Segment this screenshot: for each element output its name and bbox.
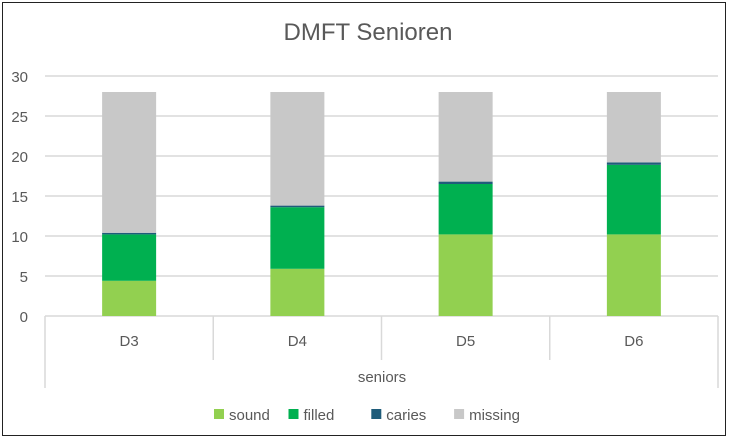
y-tick-label: 15 [11,189,28,206]
y-tick-label: 10 [11,229,28,246]
x-tick-label: D3 [120,333,139,350]
y-tick-label: 30 [11,69,28,86]
legend-label-filled: filled [304,407,335,424]
bar-caries-D5 [438,181,493,184]
legend-label-missing: missing [469,407,520,424]
bar-sound-D3 [102,280,157,316]
y-tick-label: 25 [11,109,28,126]
bar-filled-D4 [270,207,325,269]
y-tick-label: 20 [11,149,28,166]
bar-caries-D4 [270,205,325,208]
bar-caries-D3 [102,232,157,235]
legend-label-sound: sound [229,407,270,424]
x-tick-label: D6 [624,333,643,350]
bar-sound-D5 [438,234,493,316]
bar-missing-D4 [270,92,325,206]
bar-caries-D6 [606,162,661,165]
legend-label-caries: caries [386,407,426,424]
legend-swatch-sound [214,409,224,419]
bar-sound-D4 [270,268,325,316]
legend-swatch-filled [288,409,299,419]
bar-filled-D3 [102,234,157,281]
bar-missing-D5 [438,92,493,182]
bar-filled-D6 [606,164,661,235]
bar-filled-D5 [438,184,493,235]
y-tick-label: 5 [20,269,28,286]
chart-border [2,2,726,436]
chart-title: DMFT Senioren [284,19,453,46]
legend-swatch-missing [454,409,465,419]
x-axis-group-label: seniors [358,369,406,386]
y-tick-label: 0 [20,309,28,326]
bar-sound-D6 [606,234,661,316]
bar-missing-D3 [102,92,157,233]
bar-missing-D6 [606,92,661,163]
x-tick-label: D5 [456,333,475,350]
x-tick-label: D4 [288,333,307,350]
legend-swatch-caries [371,409,382,419]
